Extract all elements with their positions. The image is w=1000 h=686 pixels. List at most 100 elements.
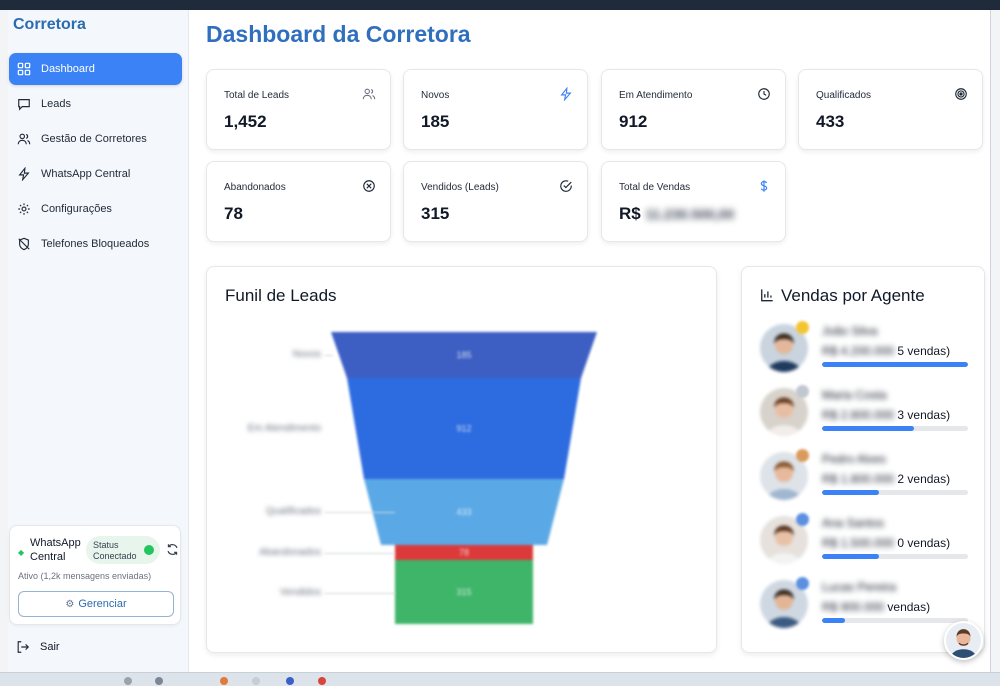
status-badge: Status Conectado — [86, 536, 160, 564]
stat-card-vendidos[interactable]: Vendidos (Leads) 315 — [403, 161, 588, 242]
sidebar-nav: Dashboard Leads Gestão de Corretores Wha… — [9, 53, 182, 263]
funnel-leader-line — [325, 553, 395, 554]
agent-row[interactable]: João Silva R$ 4.200.000 5 vendas) — [760, 321, 975, 384]
sidebar-item-label: Telefones Bloqueados — [41, 238, 150, 250]
logout-label: Sair — [40, 641, 60, 653]
agent-sales-count: 2 vendas) — [897, 472, 951, 486]
agent-sales-summary: R$ 1.800.000 2 vendas) — [822, 472, 950, 486]
agent-row[interactable]: Ana Santos R$ 1.500.000 0 vendas) — [760, 513, 975, 576]
refresh-icon[interactable] — [166, 543, 179, 556]
agent-name: Pedro Alves — [822, 452, 887, 466]
funnel-stage-bar[interactable] — [364, 479, 564, 545]
taskbar-app-icon[interactable] — [220, 677, 228, 685]
agent-sales-summary: R$ 900.000 vendas) — [822, 600, 930, 614]
stat-label: Novos — [421, 90, 450, 101]
sidebar-item-telefones-bloqueados[interactable]: Telefones Bloqueados — [9, 228, 182, 260]
agent-row[interactable]: Lucas Pereira R$ 900.000 vendas) — [760, 577, 975, 640]
agent-sales-summary: R$ 4.200.000 5 vendas) — [822, 344, 950, 358]
agent-progress-fill — [822, 490, 879, 495]
agent-row[interactable]: Maria Costa R$ 2.800.000 3 vendas) — [760, 385, 975, 448]
sidebar-item-leads[interactable]: Leads — [9, 88, 182, 120]
agent-sales-count: 0 vendas) — [897, 536, 951, 550]
support-chat-avatar-button[interactable] — [944, 621, 983, 660]
agent-progress-fill — [822, 618, 846, 623]
funnel-stage-value: 912 — [456, 424, 471, 434]
sidebar-item-dashboard[interactable]: Dashboard — [9, 53, 182, 85]
sidebar-item-whatsapp-central[interactable]: WhatsApp Central — [9, 158, 182, 190]
funnel-stage-bar[interactable] — [395, 560, 533, 624]
window-top-bar — [0, 0, 1000, 10]
stat-card-em-atendimento[interactable]: Em Atendimento 912 — [601, 69, 786, 150]
status-dot-icon — [144, 545, 154, 555]
agent-progress-bar — [822, 554, 968, 559]
logout-button[interactable]: Sair — [9, 640, 60, 654]
funnel-panel: Funil de Leads 185 912 433 78 315 Novos Em A… — [206, 266, 717, 653]
agent-amount-hidden: R$ 1.800.000 — [822, 472, 895, 486]
funnel-stage-label: Em Atendimento — [247, 423, 321, 434]
funnel-stage-label: Vendidos — [279, 587, 321, 598]
stat-value: 315 — [421, 204, 450, 223]
agent-amount-hidden: R$ 1.500.000 — [822, 536, 895, 550]
agent-sales-count: 3 vendas) — [897, 408, 951, 422]
sidebar-item-configuracoes[interactable]: Configurações — [9, 193, 182, 225]
logout-icon — [17, 641, 30, 653]
taskbar-app-icon[interactable] — [124, 677, 132, 685]
taskbar-app-icon[interactable] — [252, 677, 260, 685]
funnel-stage-value: 433 — [456, 507, 471, 517]
avatar — [760, 388, 808, 436]
agent-progress-bar — [822, 618, 968, 623]
whatsapp-activity-text: Ativo (1,2k mensagens enviadas) — [18, 571, 152, 581]
rank-medal-icon — [796, 385, 809, 398]
stat-card-total-vendas[interactable]: Total de Vendas R$ 11.230.500,00 — [601, 161, 786, 242]
diamond-icon: ◆ — [18, 548, 25, 557]
bolt-icon — [18, 167, 30, 181]
status-badge-label: Status Conectado — [93, 540, 137, 561]
taskbar-app-icon[interactable] — [155, 677, 163, 685]
rank-medal-icon — [796, 513, 809, 526]
stat-value: 912 — [619, 112, 648, 131]
taskbar-app-icon[interactable] — [318, 677, 326, 685]
agent-sales-summary: R$ 2.800.000 3 vendas) — [822, 408, 950, 422]
funnel-stage-bar[interactable] — [395, 545, 533, 560]
bar-chart-icon — [761, 289, 773, 302]
grid-icon — [17, 62, 31, 76]
funnel-stage-bar[interactable] — [331, 332, 597, 378]
funnel-stage-value: 315 — [456, 587, 471, 597]
manage-button[interactable]: ⚙ Gerenciar — [18, 591, 174, 617]
stat-label: Total de Leads — [224, 90, 290, 101]
stat-value: 433 — [816, 112, 845, 131]
currency-prefix: R$ — [619, 204, 641, 223]
agent-sales-count: 5 vendas) — [897, 344, 951, 358]
dollar-icon — [760, 180, 768, 192]
stat-label: Total de Vendas — [619, 182, 691, 193]
window-right-edge — [990, 10, 1000, 686]
stat-card-total-leads[interactable]: Total de Leads 1,452 — [206, 69, 391, 150]
stat-value: 1,452 — [224, 112, 267, 131]
agent-name: Ana Santos — [822, 516, 885, 530]
page-title: Dashboard da Corretora — [206, 21, 471, 47]
taskbar-app-icon[interactable] — [286, 677, 294, 685]
sidebar-item-label: Gestão de Corretores — [41, 133, 147, 145]
stat-card-novos[interactable]: Novos 185 — [403, 69, 588, 150]
agent-row[interactable]: Pedro Alves R$ 1.800.000 2 vendas) — [760, 449, 975, 512]
sales-by-agent-panel: Vendas por Agente João Silva R$ 4.200.000… — [741, 266, 985, 653]
sidebar-item-gestao-corretores[interactable]: Gestão de Corretores — [9, 123, 182, 155]
funnel-stage-label: Abandonados — [259, 547, 321, 558]
manage-button-label: Gerenciar — [78, 598, 127, 610]
gear-icon — [18, 203, 30, 215]
funnel-stage-bar[interactable] — [347, 378, 581, 479]
agent-progress-bar — [822, 426, 968, 431]
stat-card-abandonados[interactable]: Abandonados 78 — [206, 161, 391, 242]
funnel-stage-value: 78 — [459, 548, 469, 558]
agent-progress-fill — [822, 362, 968, 367]
users-icon — [362, 88, 376, 100]
brand-logo-text[interactable]: Corretora — [13, 16, 86, 33]
agent-amount-hidden: R$ 900.000 — [822, 600, 885, 614]
sidebar-item-label: Dashboard — [41, 63, 95, 75]
sidebar: Corretora Dashboard Leads Gestão de Corr… — [8, 10, 189, 672]
agent-progress-fill — [822, 426, 914, 431]
stat-card-qualificados[interactable]: Qualificados 433 — [798, 69, 983, 150]
sidebar-item-label: Configurações — [41, 203, 112, 215]
sales-by-agent-title: Vendas por Agente — [781, 286, 925, 305]
shield-off-icon — [18, 237, 30, 251]
